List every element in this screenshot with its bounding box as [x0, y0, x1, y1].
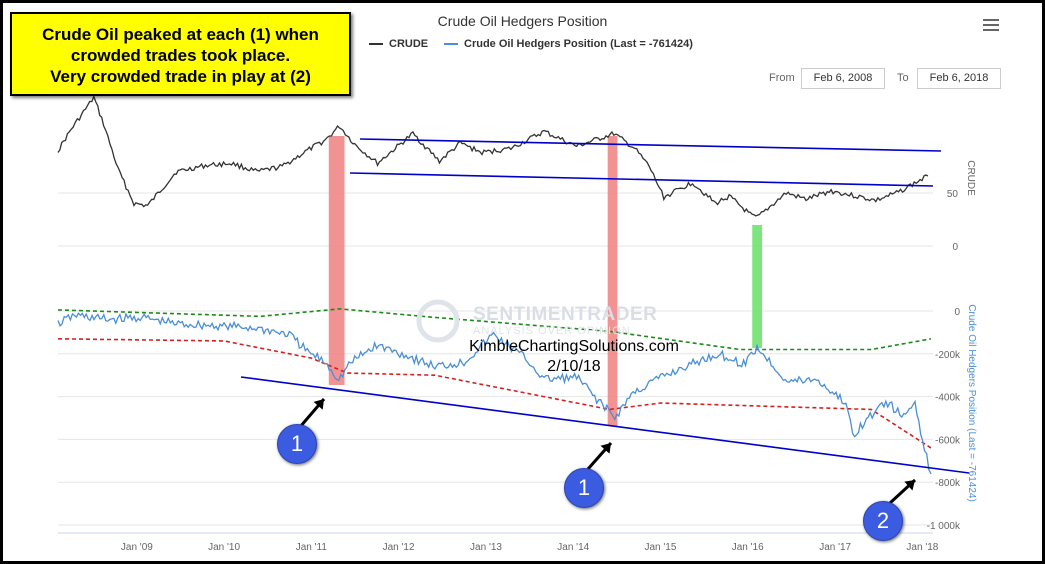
legend-label-crude: CRUDE [389, 38, 429, 50]
trend-line-1 [359, 138, 942, 152]
highlight-band-2 [607, 136, 618, 426]
upper-y-axis-title: CRUDE [965, 160, 976, 196]
series-line-2 [57, 308, 932, 351]
lower-y-tick-label: -600k [935, 435, 961, 446]
watermark-subtitle: ANALYSIS OVER OPINION [473, 325, 631, 337]
lower-y-tick-label: -800k [935, 478, 961, 489]
x-tick-label: Jan '09 [121, 542, 153, 553]
lower-y-axis-title: Crude Oil Hedgers Position (Last = -7614… [966, 304, 977, 502]
highlight-band-3 [752, 225, 763, 348]
watermark: SENTIMENTRADER [473, 304, 658, 325]
x-tick-label: Jan '16 [732, 542, 764, 553]
badge-1-second: 1 [564, 468, 604, 508]
from-date-input[interactable]: Feb 6, 2008 [801, 68, 885, 89]
upper-y-tick-label: 0 [952, 242, 958, 253]
legend-swatch-hedgers [444, 43, 458, 46]
trend-line-2 [349, 172, 934, 187]
lower-y-tick-label: -400k [935, 393, 961, 404]
x-tick-label: Jan '14 [557, 542, 589, 553]
callout-line-1: Crude Oil peaked at each (1) when [42, 25, 319, 44]
to-date-input[interactable]: Feb 6, 2018 [917, 68, 1001, 89]
hamburger-menu-icon[interactable] [983, 19, 999, 33]
x-tick-label: Jan '17 [819, 542, 851, 553]
x-tick-label: Jan '15 [645, 542, 677, 553]
credit-text: KimbleChartingSolutions.com 2/10/18 [451, 337, 697, 377]
series-line-1 [57, 312, 932, 475]
chart-title: Crude Oil Hedgers Position [437, 13, 608, 29]
credit-site: KimbleChartingSolutions.com [469, 338, 679, 355]
upper-y-tick-label: 50 [947, 189, 959, 200]
from-label: From [769, 72, 795, 84]
arrow-head-2 [600, 443, 611, 454]
x-tick-label: Jan '10 [208, 542, 240, 553]
series-line-3 [58, 338, 932, 449]
badge-2: 2 [863, 501, 903, 541]
callout-line-3: Very crowded trade in play at (2) [50, 67, 311, 86]
highlight-band-1 [328, 136, 345, 385]
legend-item-hedgers[interactable]: Crude Oil Hedgers Position (Last = -7614… [444, 38, 693, 50]
x-tick-label: Jan '12 [383, 542, 415, 553]
badge-1-first: 1 [277, 424, 317, 464]
credit-date: 2/10/18 [547, 358, 601, 375]
legend-label-hedgers: Crude Oil Hedgers Position (Last = -7614… [464, 38, 693, 50]
chart-frame: Jan '09 Jan '10 Jan '11 Jan '12 Jan '13 Jan '… [3, 3, 1042, 561]
x-tick-label: Jan '11 [296, 542, 328, 553]
to-label: To [897, 72, 909, 84]
trend-line-3 [240, 376, 970, 474]
lower-y-tick-label: 0 [954, 307, 960, 318]
arrow-head-1 [313, 399, 324, 410]
chart-svg: Jan '09 Jan '10 Jan '11 Jan '12 Jan '13 Jan '… [57, 94, 977, 553]
lower-y-tick-label: -1 000k [927, 521, 961, 532]
arrow-head-3 [904, 480, 915, 491]
watermark-logo [416, 299, 460, 343]
annotation-callout: Crude Oil peaked at each (1) when crowde… [10, 12, 351, 96]
legend-swatch-crude [369, 43, 383, 46]
x-tick-label: Jan '13 [470, 542, 502, 553]
legend-item-crude[interactable]: CRUDE [369, 38, 428, 50]
x-tick-label: Jan '18 [906, 542, 938, 553]
callout-line-2: crowded trades took place. [70, 46, 291, 65]
lower-y-tick-label: -200k [935, 350, 961, 361]
series-line-0 [57, 94, 929, 217]
